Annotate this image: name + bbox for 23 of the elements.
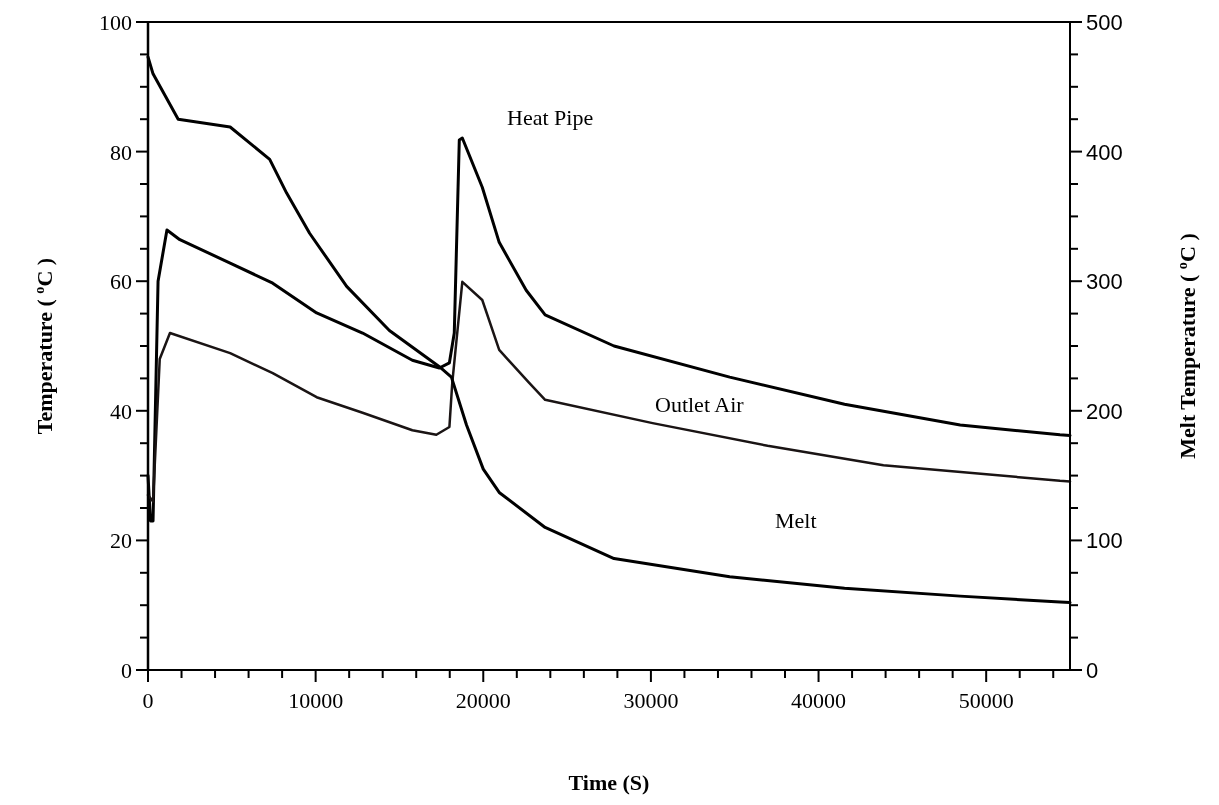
- y2-tick-label: 300: [1086, 269, 1123, 295]
- x-tick-label: 50000: [958, 688, 1014, 713]
- text: Heat Pipe: [507, 105, 594, 130]
- x-axis-title: Time (S): [568, 770, 650, 795]
- x-tick-label: 40000: [791, 688, 847, 713]
- y2-tick-label: 0: [1086, 658, 1099, 683]
- x-tick-label: 10000: [288, 688, 344, 713]
- x-tick-label: 20000: [455, 688, 511, 713]
- x-tick-label: 0: [142, 688, 154, 713]
- y2-tick-label: 400: [1086, 139, 1123, 165]
- y-tick-label: 40: [110, 398, 132, 424]
- line-series: [146, 280, 1072, 503]
- series-label: Outlet Air: [655, 392, 745, 417]
- y-tick-label: 100: [99, 10, 132, 35]
- text: Melt: [775, 508, 817, 533]
- y2-tick-label: 500: [1086, 10, 1123, 35]
- y-tick-label: 0: [121, 658, 132, 683]
- y2-tick-label: 200: [1086, 398, 1123, 424]
- y2-tick-label: 100: [1086, 528, 1123, 554]
- y-tick-label: 60: [110, 269, 132, 295]
- x-tick-label: 30000: [623, 688, 679, 713]
- y-tick-label: 80: [110, 139, 132, 165]
- y-tick-label: 20: [110, 528, 132, 554]
